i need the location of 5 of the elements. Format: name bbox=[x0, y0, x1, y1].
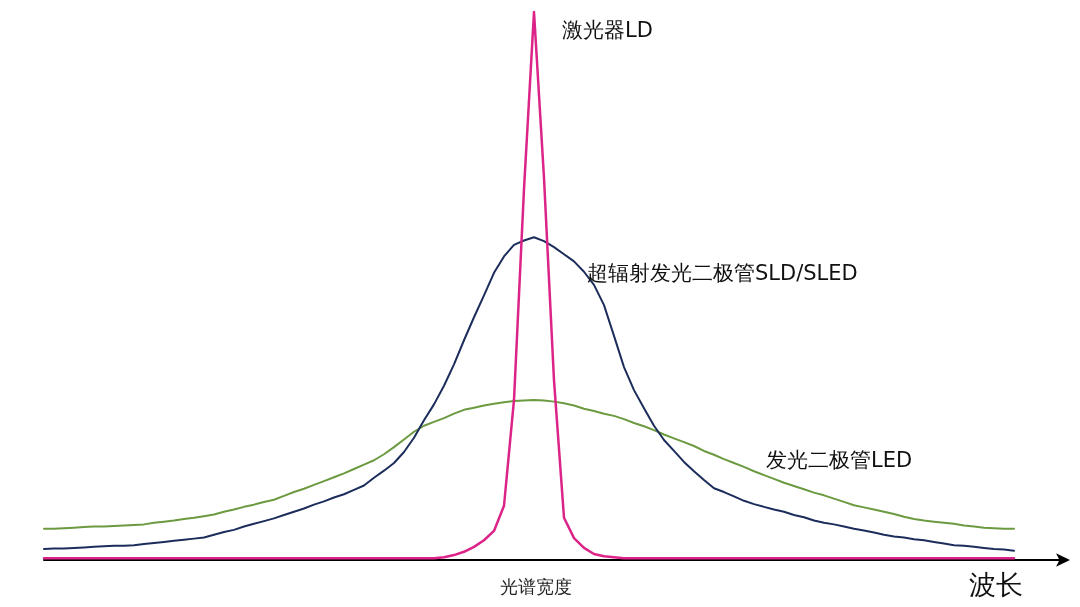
series-label: 激光器LD bbox=[562, 18, 653, 42]
series-label: 超辐射发光二极管SLD/SLED bbox=[587, 261, 858, 285]
x-axis-title: 波长 bbox=[969, 569, 1023, 600]
series-label: 发光二极管LED bbox=[766, 448, 913, 472]
text: 光谱宽度 bbox=[500, 575, 572, 597]
